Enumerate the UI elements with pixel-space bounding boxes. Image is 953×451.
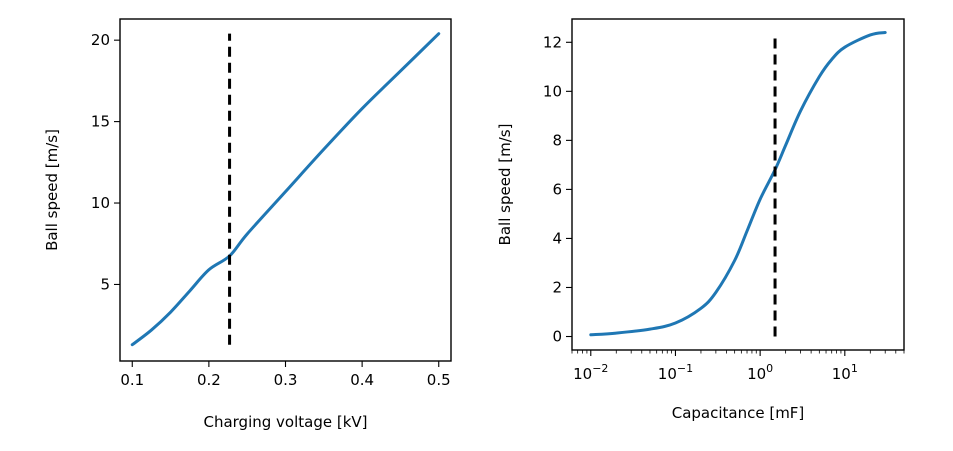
x-tick-label: 0.5 (427, 371, 451, 389)
y-axis-label: Ball speed [m/s] (496, 124, 514, 246)
x-tick-label: 0.3 (274, 371, 298, 389)
y-tick-label: 2 (552, 278, 562, 296)
y-tick-label: 5 (100, 275, 110, 293)
x-tick-label: 100 (747, 362, 773, 383)
x-tick-label: 101 (832, 362, 858, 383)
y-tick-label: 6 (552, 180, 562, 198)
x-axis-label: Charging voltage [kV] (203, 413, 367, 431)
chart-voltage: 0.1 0.2 0.3 0.4 0.5 5 10 15 20 Charging voltage [… (43, 18, 452, 431)
y-tick-label: 12 (543, 33, 562, 51)
x-axis-label: Capacitance [mF] (672, 404, 805, 422)
y-tick-label: 10 (91, 194, 110, 212)
chart-capacitance: 10−2 10−1 100 101 0 2 4 6 8 10 12 Capacitance [mF] B… (496, 18, 905, 422)
y-tick-label: 10 (543, 82, 562, 100)
x-tick-label: 0.4 (350, 371, 374, 389)
y-tick-label: 4 (552, 229, 562, 247)
y-tick-label: 15 (91, 113, 110, 131)
y-tick-label: 20 (91, 31, 110, 49)
y-tick-label: 0 (552, 328, 562, 346)
series-line (130, 32, 441, 347)
x-tick-label: 10−1 (658, 362, 693, 383)
y-axis-label: Ball speed [m/s] (43, 129, 61, 251)
x-tick-label: 0.2 (197, 371, 221, 389)
x-tick-label: 10−2 (573, 362, 608, 383)
y-tick-label: 8 (552, 131, 562, 149)
plot-frame (571, 18, 905, 351)
series-line (589, 30, 887, 337)
x-tick-label: 0.1 (120, 371, 144, 389)
